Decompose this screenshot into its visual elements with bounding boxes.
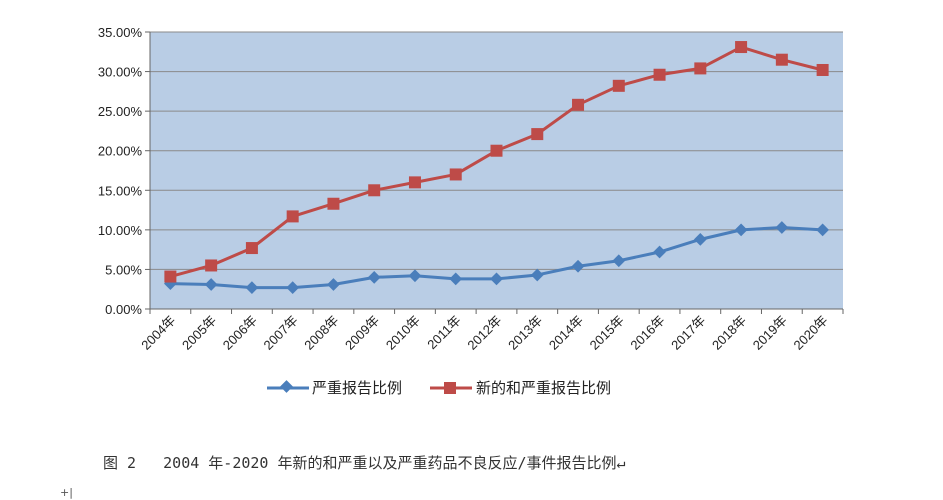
legend-label-new-severe: 新的和严重报告比例 xyxy=(476,379,611,397)
x-tick-label: 2007年 xyxy=(261,313,301,353)
data-point-1-11 xyxy=(612,79,625,92)
data-point-1-5 xyxy=(368,184,381,197)
y-tick-label: 0.00% xyxy=(105,302,142,317)
x-tick-label: 2013年 xyxy=(505,313,545,353)
y-tick-label: 20.00% xyxy=(98,144,143,159)
data-point-1-4 xyxy=(327,197,340,210)
data-point-0-5 xyxy=(367,270,381,284)
figure-caption: 图 2 2004 年-2020 年新的和严重以及严重药品不良反应/事件报告比例↵ xyxy=(103,454,626,472)
data-point-1-1 xyxy=(205,259,218,272)
x-tick-label: 2014年 xyxy=(546,313,586,353)
x-axis: 2004年 2005年 2006年 2007年 2008年 2009年 2010年 2011年… xyxy=(138,308,844,353)
legend: 严重报告比例 新的和严重报告比例 xyxy=(267,379,611,397)
data-point-1-12 xyxy=(653,68,666,81)
x-tick-label: 2011年 xyxy=(424,313,464,353)
x-tick-label: 2010年 xyxy=(383,313,423,353)
data-point-1-10 xyxy=(572,98,585,111)
data-point-1-3 xyxy=(286,210,299,223)
y-tick-label: 30.00% xyxy=(98,65,143,80)
y-tick-label: 25.00% xyxy=(98,104,143,119)
y-axis: 0.00% 5.00% 10.00% 15.00% 20.00% 25.00% 30.00%… xyxy=(98,25,151,317)
line-chart: 0.00% 5.00% 10.00% 15.00% 20.00% 25.00% 30.00%… xyxy=(98,25,844,397)
x-tick-label: 2005年 xyxy=(179,313,219,353)
legend-marker-new-severe xyxy=(444,382,456,394)
data-point-1-0 xyxy=(164,270,177,283)
data-point-0-6 xyxy=(408,269,422,283)
x-tick-label: 2004年 xyxy=(138,313,178,353)
x-tick-label: 2017年 xyxy=(668,313,708,353)
data-point-0-8 xyxy=(490,272,503,286)
page-mark: +| xyxy=(60,486,73,499)
data-point-1-16 xyxy=(816,63,829,76)
legend-marker-severe xyxy=(280,380,293,393)
data-point-1-14 xyxy=(735,41,748,54)
data-point-1-6 xyxy=(408,176,421,189)
data-point-1-9 xyxy=(531,128,544,141)
data-point-0-1 xyxy=(204,278,218,291)
x-tick-label: 2015年 xyxy=(587,313,627,353)
y-tick-label: 10.00% xyxy=(98,223,143,238)
x-tick-label: 2016年 xyxy=(627,313,667,353)
series-markers xyxy=(164,41,829,294)
y-tick-label: 15.00% xyxy=(98,183,143,198)
data-point-0-7 xyxy=(449,272,463,286)
data-point-1-2 xyxy=(245,242,258,255)
x-tick-label: 2019年 xyxy=(750,313,790,353)
data-point-1-8 xyxy=(490,144,503,157)
data-point-1-13 xyxy=(694,62,707,75)
plot-area xyxy=(150,32,843,309)
data-point-1-15 xyxy=(775,53,788,66)
x-tick-label: 2018年 xyxy=(709,313,749,353)
x-tick-label: 2008年 xyxy=(301,313,341,353)
data-point-0-3 xyxy=(286,281,300,294)
data-point-0-4 xyxy=(327,278,340,291)
data-point-0-2 xyxy=(245,281,259,294)
data-point-1-7 xyxy=(449,168,462,181)
x-tick-label: 2012年 xyxy=(464,313,504,353)
x-tick-label: 2020年 xyxy=(790,313,830,353)
y-tick-label: 5.00% xyxy=(105,262,142,277)
y-tick-label: 35.00% xyxy=(98,25,143,40)
x-tick-label: 2009年 xyxy=(342,313,382,353)
x-tick-label: 2006年 xyxy=(220,313,260,353)
legend-label-severe: 严重报告比例 xyxy=(312,379,402,397)
